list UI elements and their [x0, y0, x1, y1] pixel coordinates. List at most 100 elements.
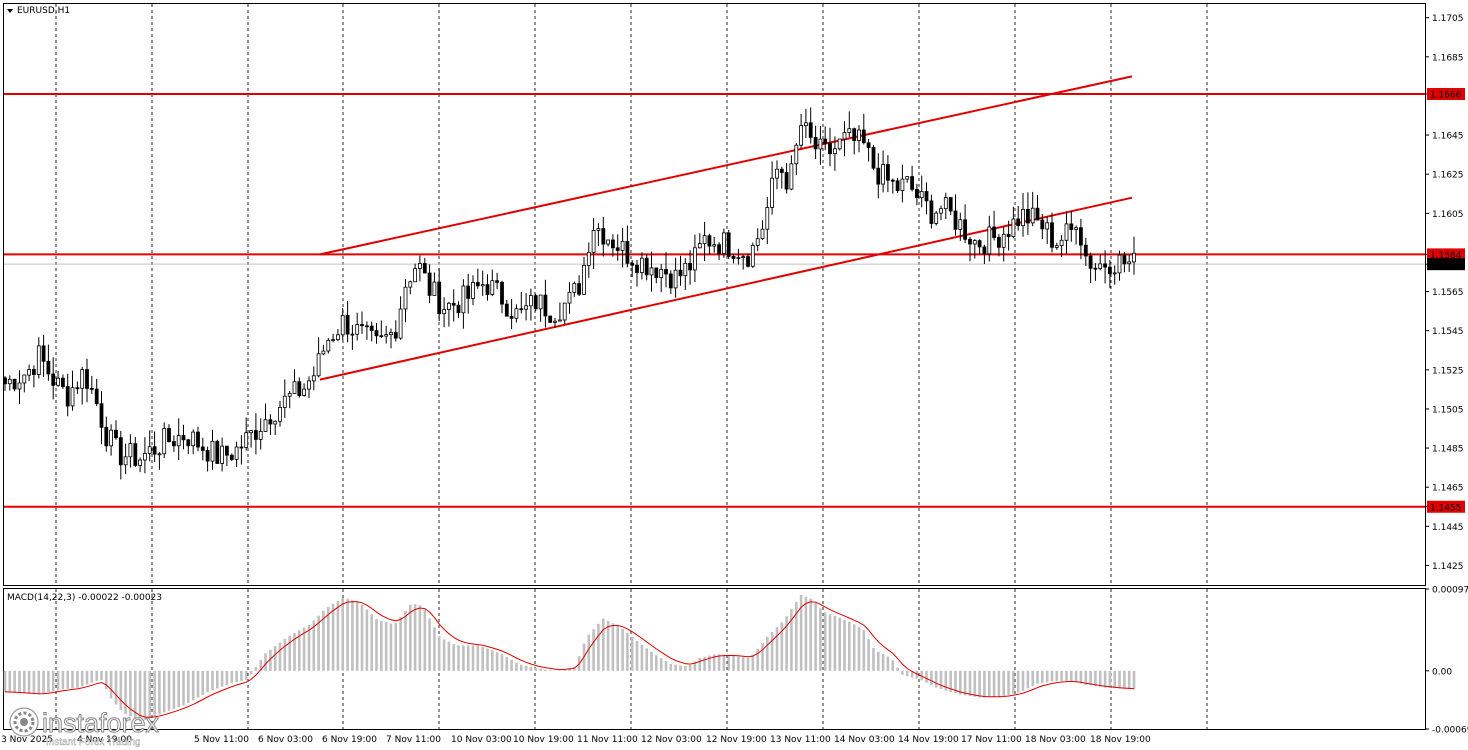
candle — [51, 357, 56, 400]
candle-body — [495, 280, 500, 283]
candle — [41, 334, 46, 377]
candle-body — [176, 435, 181, 447]
x-tick-label: 18 Nov 03:00 — [1025, 735, 1086, 745]
candle — [828, 127, 832, 167]
candle-body — [374, 330, 379, 337]
candle — [1098, 254, 1103, 271]
candle — [389, 328, 393, 349]
y-tick-label: 1.1685 — [1432, 53, 1464, 63]
candle — [640, 252, 644, 280]
candle-body — [427, 272, 432, 296]
symbol-label[interactable]: EURUSD,H1 — [7, 6, 70, 16]
candle-body — [524, 305, 528, 310]
candle-body — [1026, 208, 1030, 224]
candle — [1117, 250, 1122, 281]
x-tick-label: 10 Nov 03:00 — [451, 735, 512, 745]
candle — [668, 270, 673, 294]
candle — [736, 248, 741, 265]
x-tick-label: 17 Nov 11:00 — [961, 735, 1022, 745]
candle-body — [1069, 223, 1074, 230]
candle-body — [413, 268, 418, 283]
candle — [355, 312, 360, 341]
candle — [142, 437, 147, 474]
candle-body — [654, 267, 659, 278]
candle-body — [239, 446, 244, 449]
candle-body — [924, 191, 929, 202]
candle — [456, 301, 461, 318]
candle — [529, 288, 533, 321]
candle-body — [17, 382, 22, 390]
candle-body — [1132, 252, 1136, 263]
candle — [1050, 212, 1054, 253]
candle-body — [533, 295, 538, 310]
candle-body — [987, 226, 992, 255]
candle — [278, 400, 282, 427]
candle-body — [577, 283, 581, 295]
candle — [186, 438, 191, 454]
watermark: instaforex Instant Forex Trading — [9, 707, 160, 748]
candle — [171, 435, 176, 452]
candle-body — [746, 256, 750, 267]
candle-body — [1064, 223, 1069, 241]
candle-body — [562, 302, 567, 321]
candle-body — [861, 129, 866, 144]
candle-body — [548, 315, 553, 323]
candle-body — [109, 429, 113, 447]
candle — [905, 176, 910, 183]
candle-body — [1054, 245, 1059, 248]
price-axis: 1.1705 1.1685 1.1666 1.1645 1.1625 1.1605 1.15… — [1425, 14, 1468, 736]
candle-body — [886, 164, 890, 181]
candle-body — [273, 420, 278, 425]
candle-body — [828, 142, 832, 154]
candle-body — [186, 439, 191, 447]
candle — [876, 153, 881, 199]
candle-body — [837, 138, 842, 150]
candle — [191, 429, 196, 455]
candle — [591, 218, 596, 270]
candle-body — [224, 445, 229, 456]
candle-body — [191, 431, 196, 447]
candle — [1093, 263, 1098, 281]
candle-body — [287, 393, 292, 397]
candle-body — [977, 240, 982, 248]
candle — [707, 233, 712, 255]
candle — [533, 293, 538, 312]
candle-body — [1021, 208, 1025, 226]
channel-upper-line — [319, 75, 1133, 256]
candle — [630, 260, 635, 278]
candle — [302, 383, 307, 397]
candle — [741, 254, 746, 270]
candle — [919, 175, 924, 208]
candle — [572, 281, 577, 297]
candle — [360, 311, 364, 334]
candle — [307, 376, 311, 398]
watermark-brand: instaforex — [42, 708, 160, 738]
candle — [350, 325, 355, 350]
candle — [861, 113, 866, 145]
candle-body — [799, 125, 803, 146]
candlesticks — [3, 107, 1136, 480]
y-tick-label: 1.1525 — [1432, 366, 1464, 376]
candle — [558, 302, 562, 322]
candle — [147, 430, 152, 462]
candle — [509, 299, 514, 330]
candle — [1006, 220, 1011, 251]
candle-body — [205, 449, 210, 462]
candle — [799, 114, 803, 149]
candle-body — [697, 243, 702, 249]
candle — [997, 234, 1001, 257]
candle-body — [1088, 255, 1093, 269]
candle — [258, 418, 263, 450]
candle-body — [606, 239, 610, 245]
candle — [504, 299, 509, 317]
candle — [1122, 252, 1127, 273]
dropdown-triangle-icon[interactable] — [7, 9, 13, 13]
candle — [857, 125, 861, 153]
candle-body — [398, 308, 403, 339]
candle-body — [1079, 227, 1083, 246]
candle — [596, 223, 601, 246]
candle-body — [572, 283, 577, 293]
candle — [22, 374, 27, 393]
y-tick-label: 1.1584 — [1430, 251, 1462, 261]
candle — [393, 320, 398, 342]
